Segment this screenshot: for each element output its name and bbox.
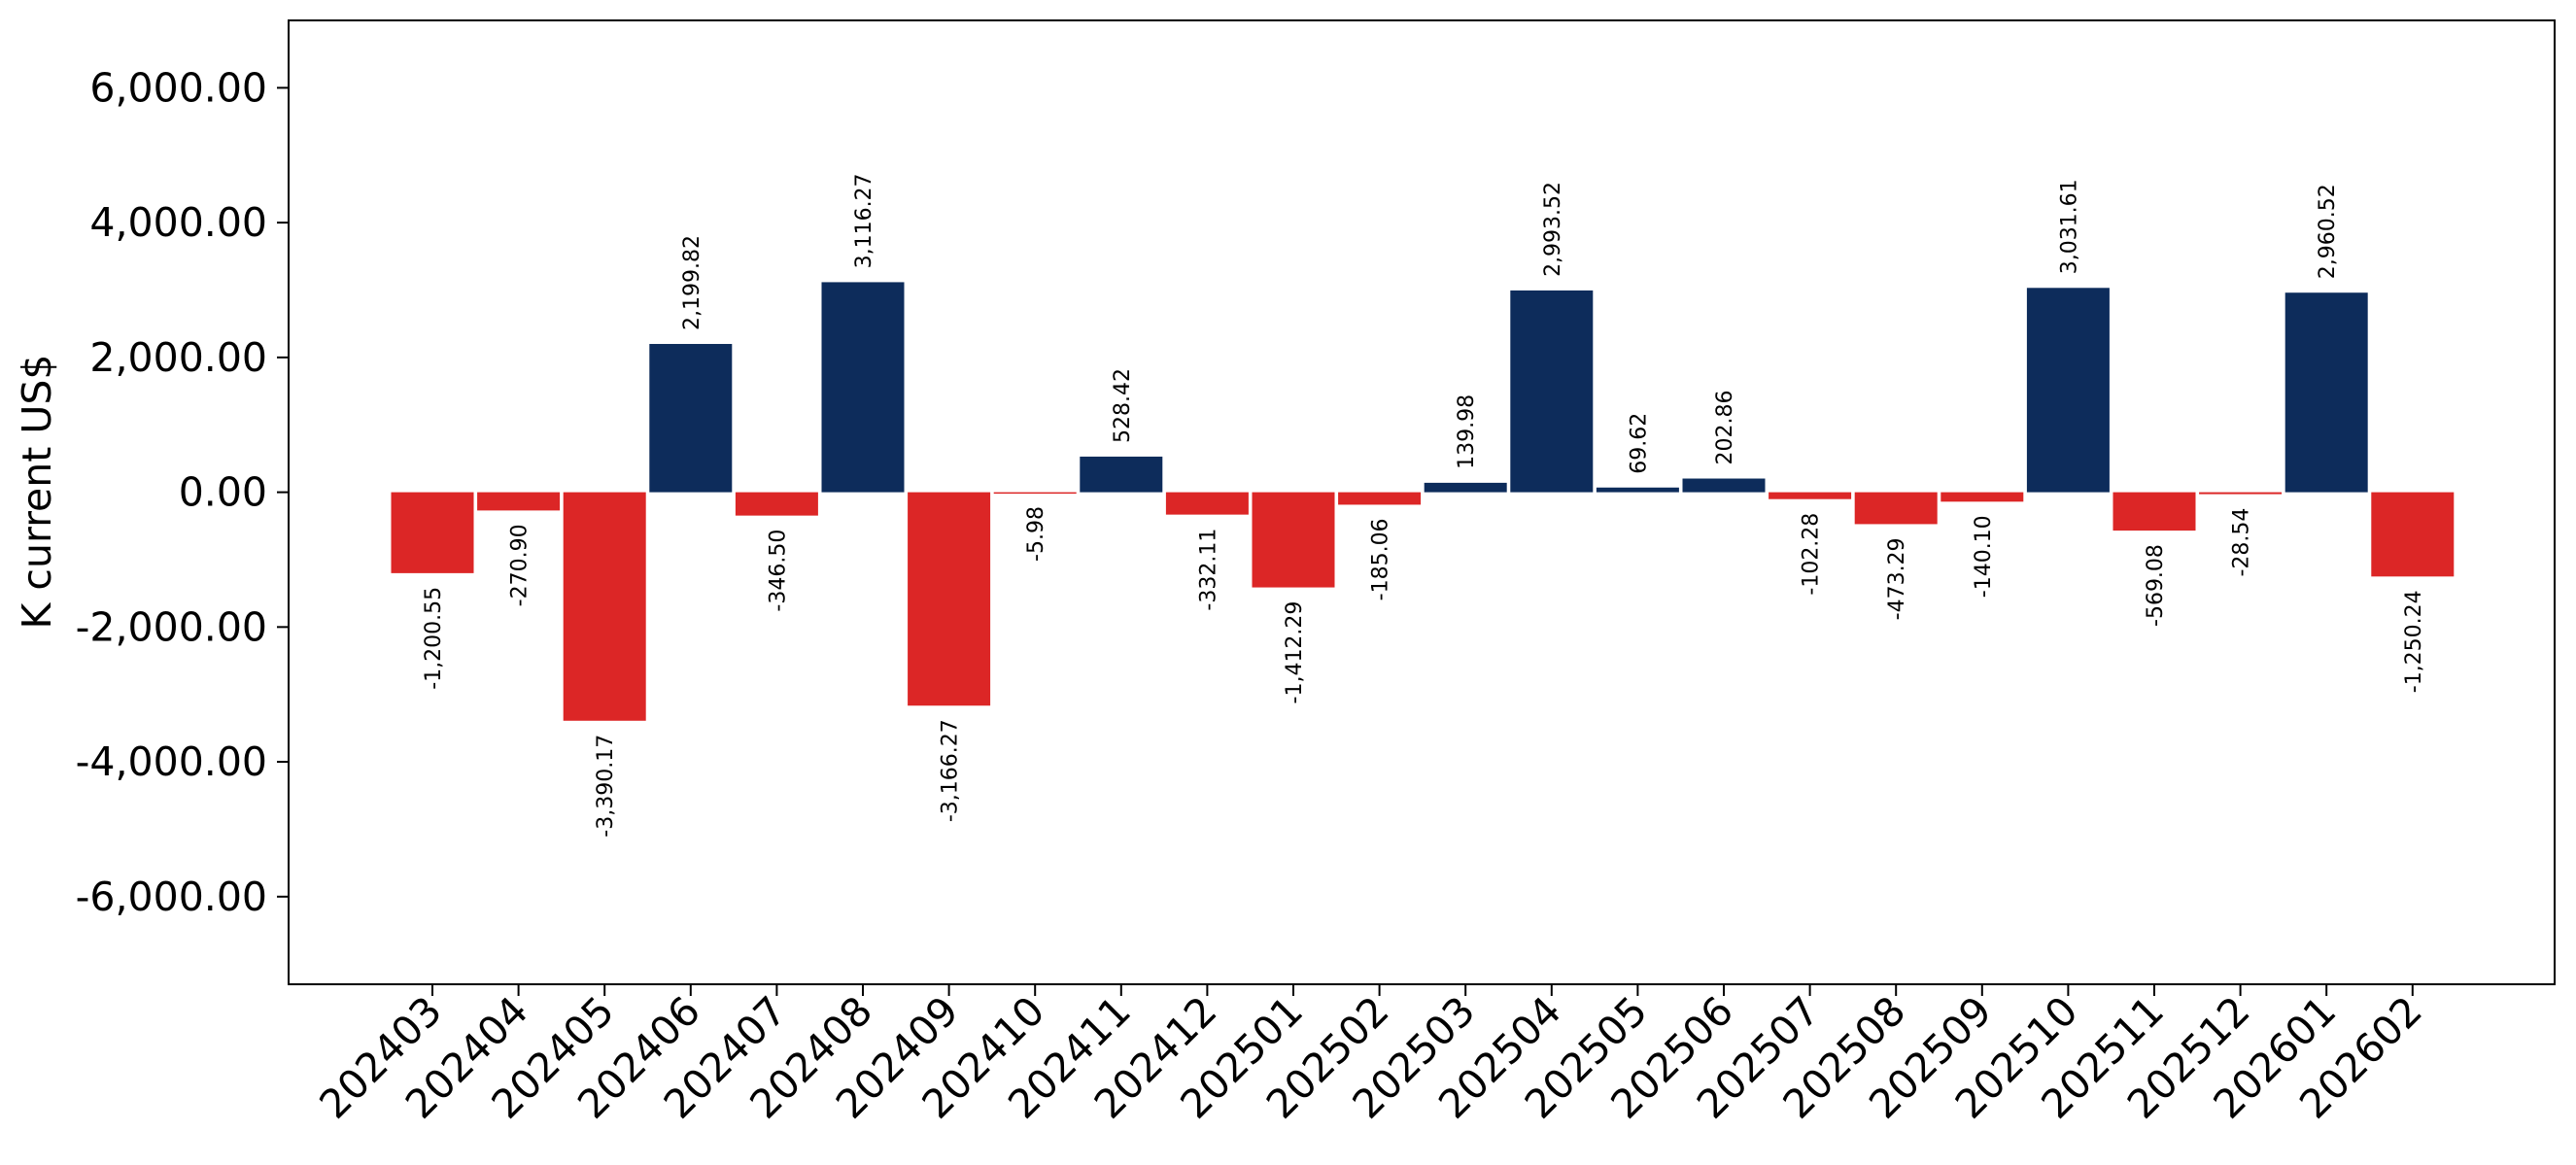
bar-202507 <box>1769 492 1852 499</box>
data-label: -346.50 <box>766 530 790 612</box>
bar-202407 <box>735 492 818 516</box>
bar-202409 <box>908 492 991 706</box>
bar-202501 <box>1252 492 1335 588</box>
bar-202403 <box>391 492 474 573</box>
data-label: -1,250.24 <box>2402 590 2426 693</box>
y-tick-label: -4,000.00 <box>76 738 267 785</box>
plot-frame <box>288 19 2556 985</box>
y-tick-label: 4,000.00 <box>89 199 267 246</box>
bar-202406 <box>649 343 733 493</box>
data-label: -140.10 <box>1972 515 1996 598</box>
data-label: -185.06 <box>1369 518 1393 600</box>
y-tick-label: 6,000.00 <box>89 64 267 111</box>
bar-202508 <box>1854 492 1938 525</box>
data-label: -3,390.17 <box>594 735 618 838</box>
data-label: -270.90 <box>508 524 532 606</box>
bars-group <box>391 282 2455 721</box>
data-label: -5.98 <box>1024 506 1048 562</box>
bar-202404 <box>477 492 561 511</box>
data-label: -332.11 <box>1196 529 1220 611</box>
data-label: 2,960.52 <box>2316 184 2340 279</box>
data-label: -1,200.55 <box>422 587 446 690</box>
data-label: -473.29 <box>1885 537 1909 620</box>
data-labels-group: -1,200.55 -270.90 -3,390.17 2,199.82 -346.50… <box>422 173 2426 837</box>
y-tick-label: 0.00 <box>179 469 267 516</box>
bar-202506 <box>1682 478 1766 493</box>
data-label: 139.98 <box>1455 394 1479 469</box>
bar-202412 <box>1165 492 1249 515</box>
bar-202408 <box>821 282 905 493</box>
bar-202504 <box>1510 290 1594 493</box>
bar-202511 <box>2112 492 2196 531</box>
y-tick-label: -2,000.00 <box>76 603 267 650</box>
bar-202601 <box>2284 292 2368 493</box>
data-label: 69.62 <box>1627 413 1651 474</box>
y-axis: -6,000.00 -4,000.00 -2,000.00 0.00 2,000.00 4… <box>76 64 289 920</box>
bar-202410 <box>993 492 1077 495</box>
bar-202512 <box>2199 492 2283 495</box>
data-label: 528.42 <box>1111 368 1135 443</box>
data-label: 2,199.82 <box>680 235 704 330</box>
y-axis-label: K current US$ <box>14 355 60 630</box>
bar-202502 <box>1338 492 1422 505</box>
bar-202411 <box>1080 456 1163 493</box>
data-label: 3,031.61 <box>2057 179 2081 274</box>
bar-202602 <box>2371 492 2455 577</box>
y-tick-label: -6,000.00 <box>76 874 267 920</box>
data-label: -569.08 <box>2144 544 2168 627</box>
data-label: -28.54 <box>2230 508 2254 577</box>
bar-202510 <box>2026 288 2110 493</box>
bar-202503 <box>1424 482 1507 493</box>
data-label: -1,412.29 <box>1283 601 1307 704</box>
data-label: 2,993.52 <box>1541 182 1565 277</box>
bar-202405 <box>563 492 646 721</box>
data-label: -3,166.27 <box>939 719 963 822</box>
data-label: 3,116.27 <box>852 173 876 268</box>
y-tick-label: 2,000.00 <box>89 334 267 381</box>
data-label: -102.28 <box>1800 513 1824 596</box>
bar-202505 <box>1596 487 1679 493</box>
bar-202509 <box>1941 492 2024 502</box>
data-label: 202.86 <box>1713 391 1737 465</box>
